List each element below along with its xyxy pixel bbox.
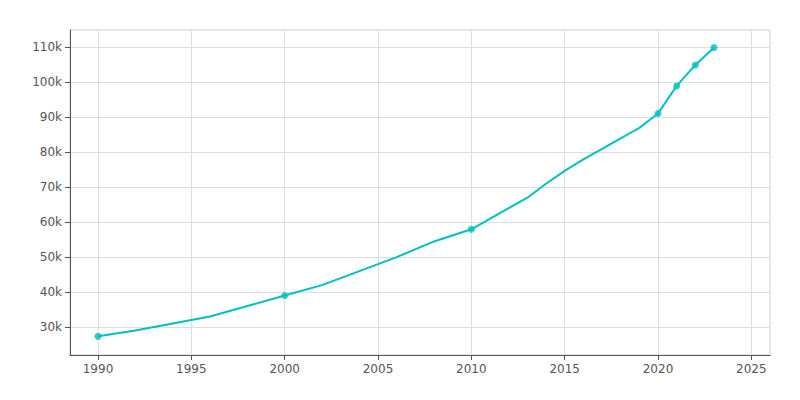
svg-text:70k: 70k <box>40 180 62 194</box>
svg-text:50k: 50k <box>40 250 62 264</box>
svg-text:110k: 110k <box>32 40 62 54</box>
svg-text:1995: 1995 <box>176 362 207 376</box>
svg-text:80k: 80k <box>40 145 62 159</box>
svg-text:60k: 60k <box>40 215 62 229</box>
svg-text:1990: 1990 <box>83 362 114 376</box>
svg-text:2025: 2025 <box>736 362 767 376</box>
svg-text:2005: 2005 <box>363 362 394 376</box>
svg-text:90k: 90k <box>40 110 62 124</box>
svg-text:100k: 100k <box>32 75 62 89</box>
svg-text:2000: 2000 <box>269 362 300 376</box>
svg-text:2020: 2020 <box>643 362 674 376</box>
svg-text:40k: 40k <box>40 285 62 299</box>
svg-text:2015: 2015 <box>549 362 580 376</box>
svg-text:30k: 30k <box>40 320 62 334</box>
svg-text:2010: 2010 <box>456 362 487 376</box>
